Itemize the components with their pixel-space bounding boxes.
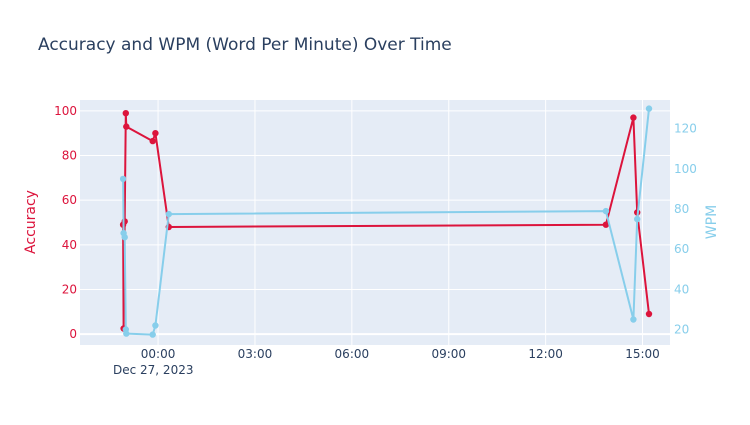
y-right-tick-label: 100 — [674, 162, 697, 176]
data-point[interactable] — [645, 310, 653, 318]
series — [119, 105, 653, 338]
y-right-tick-label: 60 — [674, 242, 689, 256]
x-tick-label: 03:00 — [238, 347, 273, 361]
data-point[interactable] — [630, 114, 637, 121]
data-point[interactable] — [123, 330, 130, 337]
grid — [80, 100, 670, 345]
y-axis-right-title: WPM — [704, 205, 720, 239]
data-point[interactable] — [149, 331, 156, 338]
data-point[interactable] — [121, 234, 128, 241]
data-point[interactable] — [121, 218, 128, 225]
chart-title: Accuracy and WPM (Word Per Minute) Over … — [38, 35, 452, 55]
axes: 00:00 03:00 06:00 09:00 12:00 15:00 0 20 40 60 80 1… — [54, 104, 697, 361]
data-point[interactable] — [152, 322, 159, 329]
data-point[interactable] — [634, 215, 641, 223]
data-point[interactable] — [630, 316, 637, 323]
data-point[interactable] — [645, 105, 653, 112]
x-tick-label: 12:00 — [528, 347, 563, 361]
y-right-tick-label: 20 — [674, 323, 689, 337]
data-point[interactable] — [119, 175, 127, 183]
data-point[interactable] — [123, 123, 130, 130]
plot-area — [80, 100, 670, 345]
x-tick-label: 09:00 — [431, 347, 466, 361]
y-right-tick-label: 120 — [674, 122, 697, 136]
x-axis-date-label: Dec 27, 2023 — [113, 363, 193, 377]
y-left-tick-label: 60 — [62, 193, 77, 207]
x-tick-label: 06:00 — [335, 347, 370, 361]
data-point[interactable] — [165, 210, 172, 218]
series-wpm — [119, 105, 653, 338]
data-point[interactable] — [122, 110, 129, 117]
y-left-tick-label: 0 — [69, 327, 77, 341]
x-tick-label: 00:00 — [141, 347, 176, 361]
y-left-tick-label: 40 — [62, 238, 77, 252]
y-left-tick-label: 20 — [62, 282, 77, 296]
y-left-tick-label: 100 — [54, 104, 77, 118]
x-tick-label: 15:00 — [625, 347, 660, 361]
y-right-tick-label: 80 — [674, 202, 689, 216]
data-point[interactable] — [602, 221, 610, 228]
y-left-tick-label: 80 — [62, 149, 77, 163]
y-axis-left-title: Accuracy — [23, 190, 39, 254]
data-point[interactable] — [152, 130, 159, 137]
y-right-tick-label: 40 — [674, 282, 689, 296]
data-point[interactable] — [149, 137, 156, 145]
data-point[interactable] — [602, 207, 610, 215]
